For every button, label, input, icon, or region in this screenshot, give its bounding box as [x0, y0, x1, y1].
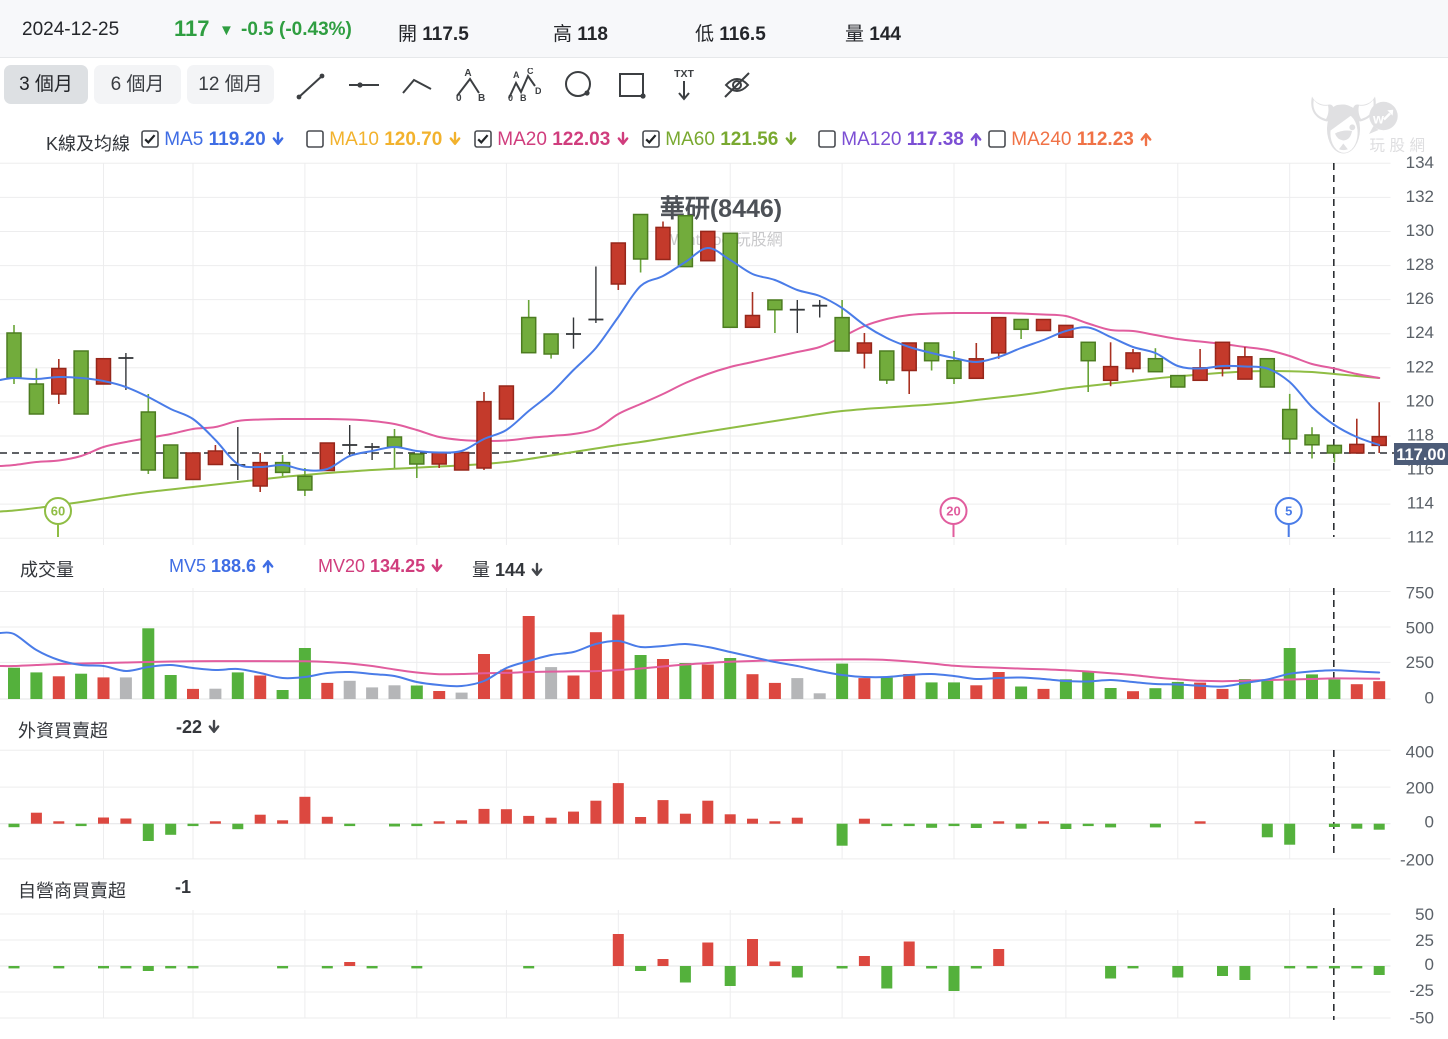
svg-text:20: 20 — [946, 504, 960, 519]
svg-text:A: A — [513, 70, 520, 80]
svg-text:0: 0 — [1425, 955, 1434, 974]
svg-text:C: C — [527, 68, 534, 76]
svg-text:-25: -25 — [1409, 981, 1434, 1000]
svg-text:TXT: TXT — [674, 68, 694, 80]
svg-text:400: 400 — [1406, 743, 1434, 762]
svg-text:200: 200 — [1406, 779, 1434, 798]
svg-text:124: 124 — [1406, 323, 1434, 342]
svg-text:120: 120 — [1406, 391, 1434, 410]
svg-text:-50: -50 — [1409, 1009, 1434, 1028]
svg-text:250: 250 — [1406, 653, 1434, 672]
svg-text:w: w — [1372, 111, 1384, 127]
svg-text:112: 112 — [1407, 528, 1434, 547]
svg-text:750: 750 — [1406, 584, 1434, 603]
svg-text:134: 134 — [1406, 153, 1434, 172]
svg-text:0: 0 — [1425, 813, 1434, 832]
svg-text:114: 114 — [1407, 494, 1434, 513]
svg-text:5: 5 — [1285, 504, 1292, 519]
svg-text:128: 128 — [1406, 255, 1434, 274]
svg-text:25: 25 — [1415, 931, 1434, 950]
svg-text:130: 130 — [1406, 221, 1434, 240]
svg-text:0: 0 — [456, 93, 462, 102]
svg-text:D: D — [535, 86, 541, 96]
svg-text:500: 500 — [1406, 619, 1434, 638]
svg-text:122: 122 — [1406, 357, 1434, 376]
svg-text:132: 132 — [1406, 187, 1434, 206]
svg-text:60: 60 — [51, 504, 65, 519]
svg-text:126: 126 — [1406, 289, 1434, 308]
svg-text:-200: -200 — [1400, 851, 1434, 870]
svg-text:玩股網: 玩股網 — [1370, 137, 1430, 155]
svg-text:50: 50 — [1415, 905, 1434, 924]
svg-text:A: A — [464, 68, 471, 79]
svg-text:B: B — [520, 93, 527, 102]
svg-text:117.00: 117.00 — [1396, 446, 1446, 464]
svg-text:0: 0 — [1425, 689, 1434, 708]
svg-text:118: 118 — [1407, 426, 1434, 445]
svg-text:B: B — [478, 93, 485, 102]
svg-text:0: 0 — [508, 93, 513, 102]
